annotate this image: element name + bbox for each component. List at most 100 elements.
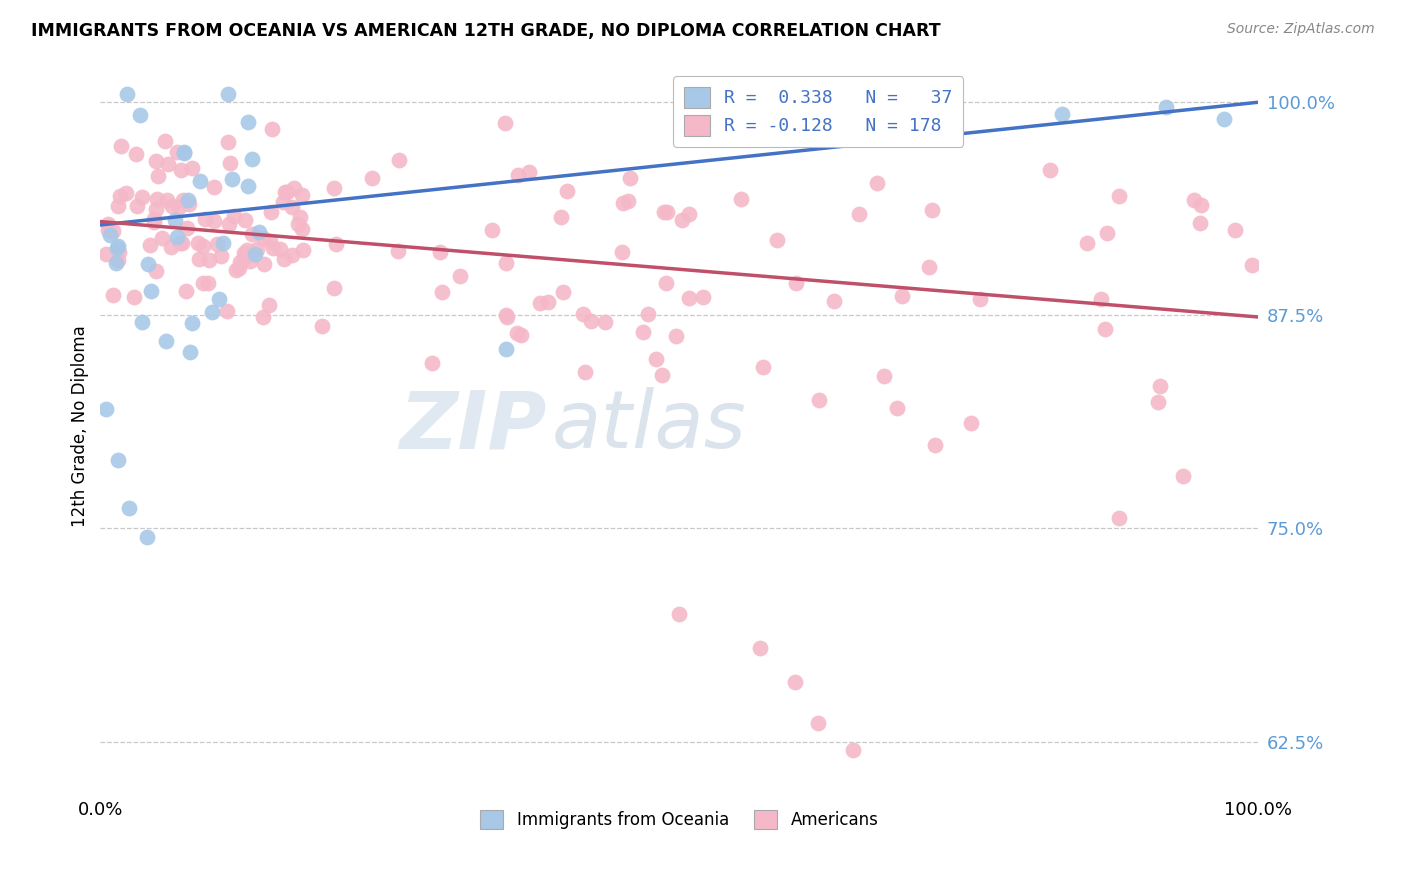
Point (848, 207, 870, 221)
Point (107, 239, 129, 253)
Point (141, 285, 163, 299)
Point (194, 212, 217, 227)
Point (94, 402, 117, 417)
Point (922, 117, 945, 131)
Point (619, 171, 641, 186)
Point (172, 193, 194, 207)
Point (166, 145, 188, 160)
Point (197, 277, 219, 291)
Point (259, 234, 281, 248)
Point (692, 291, 714, 305)
Point (420, 356, 443, 370)
Point (273, 252, 295, 266)
Point (238, 115, 260, 129)
Point (212, 236, 235, 251)
Point (243, 246, 266, 260)
Point (1189, 197, 1212, 211)
Point (139, 238, 162, 252)
Point (765, 233, 787, 247)
Point (179, 345, 201, 359)
Point (202, 180, 225, 194)
Point (146, 192, 169, 206)
Point (107, 453, 129, 467)
Point (866, 176, 889, 190)
Point (921, 202, 943, 217)
Point (276, 185, 298, 199)
Point (233, 213, 256, 227)
Point (145, 153, 167, 168)
Point (644, 352, 666, 367)
Point (143, 215, 166, 229)
Point (495, 308, 517, 322)
Point (430, 285, 453, 300)
Point (325, 237, 347, 252)
Point (260, 204, 283, 219)
Point (1171, 468, 1194, 483)
Point (201, 304, 224, 318)
Point (221, 172, 243, 186)
Point (217, 135, 239, 149)
Point (198, 252, 221, 267)
Point (217, 87, 239, 101)
Point (571, 307, 593, 321)
Point (678, 207, 700, 221)
Point (281, 200, 304, 214)
Point (612, 244, 634, 259)
Point (1108, 511, 1130, 525)
Point (388, 153, 411, 167)
Point (136, 257, 159, 271)
Point (651, 368, 673, 382)
Point (247, 225, 270, 239)
Point (110, 139, 132, 153)
Point (188, 252, 211, 266)
Point (163, 212, 186, 227)
Point (218, 217, 240, 231)
Point (115, 186, 138, 200)
Point (652, 204, 675, 219)
Point (253, 257, 276, 271)
Y-axis label: 12th Grade, No Diploma: 12th Grade, No Diploma (72, 326, 89, 527)
Point (222, 209, 245, 223)
Point (107, 241, 129, 255)
Point (209, 249, 232, 263)
Point (173, 145, 195, 159)
Point (960, 416, 983, 430)
Point (246, 242, 269, 256)
Point (1108, 189, 1130, 203)
Point (668, 607, 690, 621)
Point (233, 251, 256, 265)
Point (671, 213, 693, 227)
Point (160, 240, 183, 254)
Point (291, 222, 314, 236)
Point (1212, 112, 1234, 127)
Point (166, 229, 188, 244)
Point (260, 121, 283, 136)
Point (785, 674, 807, 689)
Point (751, 360, 773, 375)
Point (271, 194, 294, 209)
Point (229, 255, 252, 269)
Point (208, 292, 231, 306)
Point (170, 235, 193, 250)
Point (891, 289, 914, 303)
Point (1094, 321, 1116, 335)
Point (495, 343, 517, 357)
Point (807, 715, 830, 730)
Point (1090, 292, 1112, 306)
Point (225, 262, 247, 277)
Point (291, 188, 314, 202)
Point (232, 246, 254, 260)
Point (236, 243, 259, 257)
Point (536, 295, 558, 310)
Point (257, 298, 280, 312)
Point (1182, 194, 1205, 208)
Point (252, 310, 274, 324)
Point (242, 227, 264, 242)
Point (176, 220, 198, 235)
Point (202, 213, 225, 227)
Point (506, 326, 529, 340)
Point (631, 325, 654, 339)
Point (107, 199, 129, 213)
Point (207, 236, 229, 251)
Point (118, 500, 141, 515)
